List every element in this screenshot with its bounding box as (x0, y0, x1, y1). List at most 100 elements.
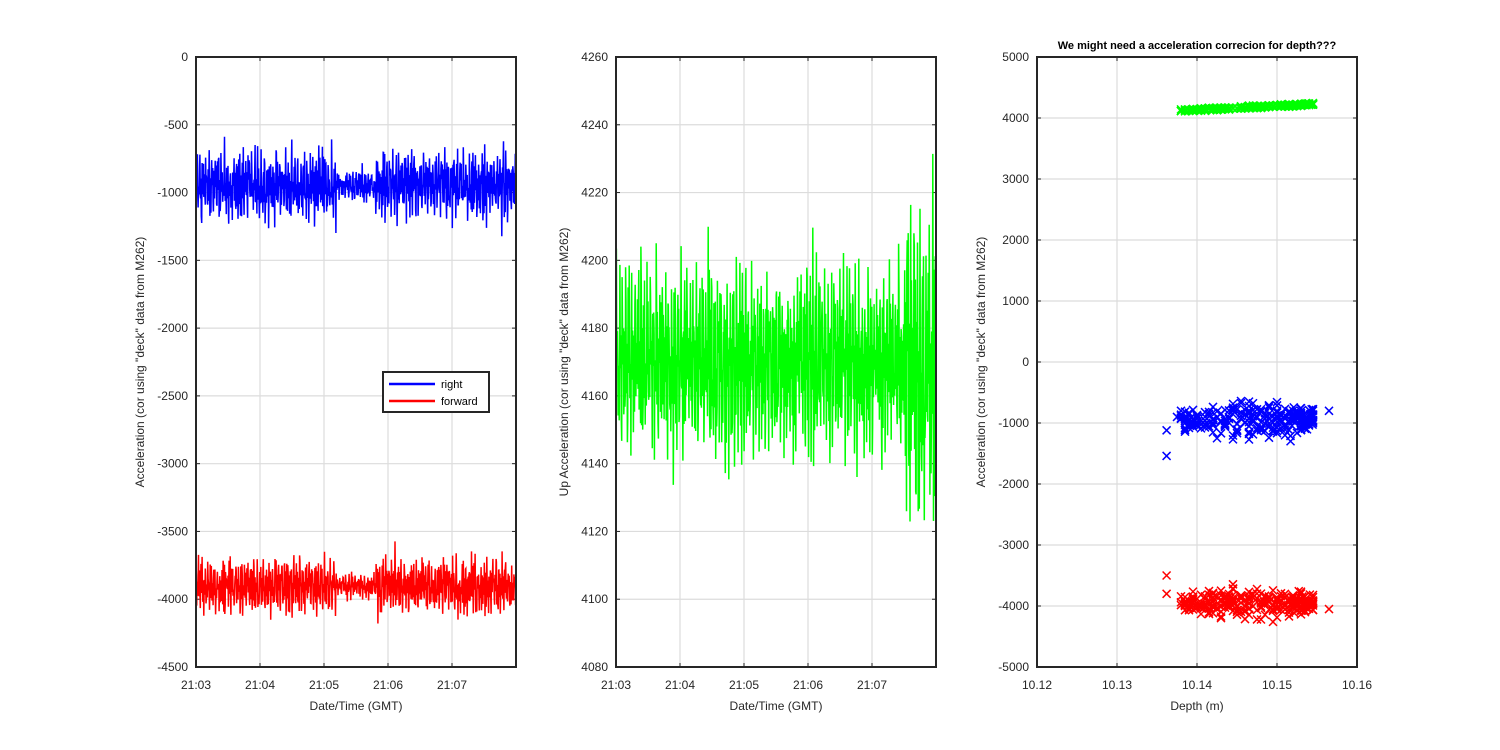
scatter-marker (1232, 419, 1242, 429)
x-tick-label: 21:05 (309, 678, 339, 692)
axes-frame (1036, 56, 1358, 668)
scatter-marker (1204, 586, 1214, 596)
x-tick-label: 21:04 (665, 678, 695, 692)
scatter-marker (1208, 105, 1218, 115)
scatter-marker (1268, 427, 1278, 437)
scatter-marker (1162, 570, 1172, 581)
x-tick-label: 10.15 (1262, 678, 1292, 692)
scatter-marker (1252, 594, 1262, 604)
series-line-up (616, 153, 936, 522)
scatter-marker (1196, 590, 1206, 600)
scatter-marker (1272, 100, 1282, 110)
scatter-marker (1236, 103, 1246, 113)
legend-box (382, 371, 490, 413)
scatter-marker (1228, 430, 1238, 441)
scatter-marker (1256, 407, 1266, 417)
scatter-marker (1192, 411, 1202, 421)
y-tick-label: -500 (164, 118, 188, 132)
scatter-marker (1232, 404, 1242, 414)
scatter-marker (1180, 425, 1190, 435)
scatter-marker (1324, 406, 1334, 416)
scatter-marker (1208, 418, 1218, 428)
scatter-marker (1288, 406, 1298, 416)
legend-label-forward: forward (441, 396, 478, 408)
y-axis-label: Acceleration (cor using "deck" data from… (133, 237, 147, 488)
x-tick-label: 21:05 (729, 678, 759, 692)
scatter-marker (1232, 610, 1242, 620)
scatter-marker (1244, 427, 1254, 437)
scatter-marker (1264, 401, 1274, 411)
x-axis-label: Date/Time (GMT) (730, 699, 823, 713)
x-tick-label: 21:07 (437, 678, 467, 692)
scatter-marker (1284, 101, 1294, 111)
scatter-marker (1248, 398, 1258, 408)
scatter-marker (1240, 418, 1250, 428)
scatter-marker (1296, 100, 1306, 110)
scatter-marker (1324, 604, 1334, 614)
scatter-marker (1216, 613, 1226, 623)
scatter-marker (1200, 104, 1210, 114)
scatter-marker (1260, 101, 1270, 111)
scatter-marker (1268, 585, 1278, 595)
scatter-marker (1306, 100, 1316, 110)
x-tick-label: 21:03 (181, 678, 211, 692)
y-tick-label: 5000 (1002, 50, 1029, 64)
scatter-marker (1260, 102, 1270, 112)
scatter-marker (1188, 405, 1198, 415)
scatter-marker (1236, 396, 1246, 406)
x-tick-label: 10.13 (1102, 678, 1132, 692)
scatter-marker (1264, 409, 1274, 419)
y-tick-label: 4120 (581, 524, 608, 538)
scatter-marker (1264, 421, 1274, 431)
axes-frame (195, 56, 517, 668)
scatter-marker (1228, 103, 1238, 113)
y-tick-label: -4000 (157, 592, 188, 606)
scatter-marker (1176, 591, 1186, 601)
scatter-marker (1291, 411, 1301, 421)
scatter-marker (1256, 425, 1266, 435)
y-tick-label: -1000 (157, 186, 188, 200)
right-axes: 10.12 10.13 10.14 10.15 10.16 5000 4000 3000 200… (974, 40, 1372, 713)
scatter-marker (1308, 597, 1318, 607)
scatter-marker (1280, 592, 1290, 602)
scatter-marker (1224, 405, 1234, 415)
y-tick-label: -2000 (157, 321, 188, 335)
x-tick-label: 21:07 (857, 678, 887, 692)
x-tick-label: 21:06 (373, 678, 403, 692)
scatter-marker (1285, 431, 1296, 441)
scatter-marker (1244, 401, 1254, 411)
y-tick-label: 4080 (581, 660, 608, 674)
y-tick-label: 0 (1022, 355, 1029, 369)
scatter-marker (1212, 591, 1222, 601)
scatter-marker (1240, 601, 1250, 611)
scatter-marker (1244, 587, 1254, 597)
y-tick-label: -4500 (157, 660, 188, 674)
x-tick-label: 21:06 (793, 678, 823, 692)
scatter-marker (1212, 603, 1222, 613)
scatter-marker (1236, 398, 1246, 408)
y-axis-label: Acceleration (cor using "deck" data from… (974, 237, 988, 488)
x-tick-label: 10.14 (1182, 678, 1212, 692)
y-tick-label: -1000 (998, 416, 1029, 430)
scatter-marker (1196, 603, 1206, 613)
scatter-marker (1307, 404, 1317, 414)
data-layer (616, 153, 936, 522)
scatter-marker (1284, 611, 1294, 621)
scatter-marker (1296, 408, 1306, 418)
scatter-marker (1252, 102, 1262, 112)
scatter-marker (1228, 434, 1238, 444)
scatter-marker (1228, 590, 1238, 600)
series-line-forward (196, 541, 516, 624)
scatter-marker (1244, 434, 1254, 445)
scatter-marker (1297, 606, 1307, 616)
y-tick-label: 4260 (581, 50, 608, 64)
scatter-marker (1290, 598, 1300, 608)
scatter-marker (1204, 607, 1214, 617)
scatter-marker (1208, 420, 1218, 430)
scatter-marker (1188, 597, 1198, 607)
scatter-marker (1162, 451, 1172, 461)
scatter-marker (1308, 599, 1318, 609)
scatter-marker (1216, 428, 1226, 438)
scatter-marker (1204, 604, 1214, 614)
